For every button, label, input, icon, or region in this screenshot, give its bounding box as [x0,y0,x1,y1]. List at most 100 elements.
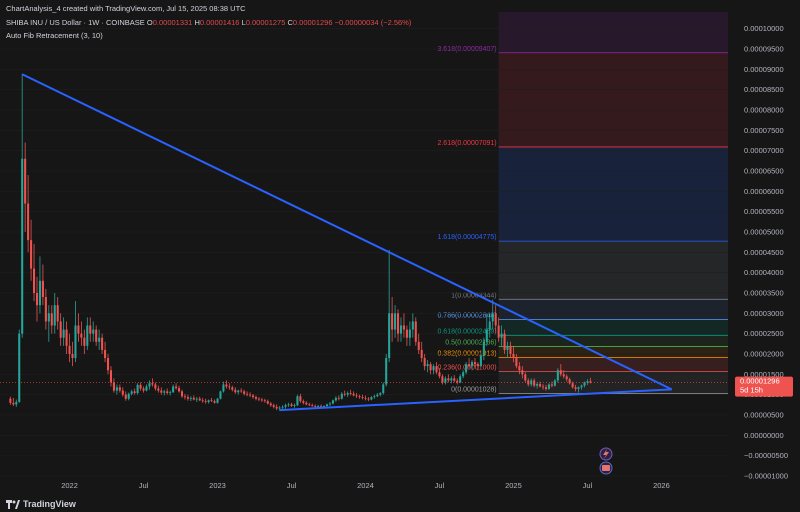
candle-body [473,362,477,365]
candle-body [148,383,151,387]
candle-body [249,394,252,396]
candle-body [121,390,124,395]
candle-body [35,292,39,306]
candle-body [68,345,71,354]
candle-body [9,398,12,403]
price-tick: 0.00006500 [744,166,784,175]
candle-body [308,404,311,406]
candle-body [453,378,456,381]
candle-body [317,406,320,407]
candle-body [160,390,163,393]
price-tick: 0.00005500 [744,207,784,216]
candle-body [346,393,349,395]
candle-body [337,397,340,399]
candle-body [539,384,542,387]
candle-body [553,380,556,386]
candle-body [109,370,113,383]
price-tick: 0.00008500 [744,85,784,94]
candle-body [482,341,485,357]
candle-body [92,329,95,334]
candle-body [323,406,326,407]
price-tick: 0.00005000 [744,227,784,236]
last-price-tag: 0.00001296 5d 15h [735,376,793,397]
lightning-glyph [603,449,609,459]
candle-body [118,387,121,391]
author-line: ChartAnalysis_4 created with TradingView… [6,4,246,13]
candle-body [565,376,568,380]
side-icons[interactable] [599,447,613,475]
price-tick: 0.00004000 [744,268,784,277]
candle-body [432,366,435,371]
candle-body [411,321,414,330]
trendline-descending[interactable] [21,73,673,391]
tradingview-footer[interactable]: TradingView [6,499,76,509]
candle-body [542,386,545,388]
candle-body [391,313,394,330]
trendline-ascending[interactable] [279,388,672,412]
candle-body [311,405,314,407]
candle-body [27,203,30,241]
candle-body [50,313,53,326]
candle-body [571,383,574,388]
fib-zone-0.236 [498,357,728,372]
candle-body [559,370,562,375]
candle-body [485,329,488,342]
fib-retracement: 0(0.00001028)0.236(0.00001000)0.382(0.00… [437,12,728,394]
candle-body [405,329,408,338]
candle-body [251,395,255,398]
countdown-label: 5d 15h [740,386,763,395]
candle-body [136,384,139,394]
candle-body [263,400,266,402]
candle-body [373,396,376,398]
candle-body [189,397,192,399]
candle-body [468,364,471,367]
fib-zone-1 [498,241,728,300]
candle-body [104,349,107,359]
candle-body [74,325,77,359]
candle-body [56,305,59,322]
symbol-name[interactable]: SHIBA INU / US Dollar · 1W · COINBASE [6,18,145,27]
candle-body [361,397,364,398]
candle-body [266,401,269,404]
grid [0,28,728,477]
close-value: 0.00001296 [292,18,333,27]
fib-label-0.618: 0.618(0.00002459) [437,328,496,335]
candle-body [470,362,474,367]
candle-body [62,329,65,338]
candle-body [112,382,115,391]
candle-body [269,403,272,406]
candle-body [207,400,210,402]
candle-body [210,400,213,402]
price-tick: 0.00010000 [744,24,784,33]
candle-body [325,404,329,407]
price-tick: 0.00009500 [744,45,784,54]
candle-body [349,393,352,394]
candle-body [142,388,145,391]
price-tick: 0.00003500 [744,288,784,297]
candle-body [328,403,332,405]
candle-body [465,364,468,373]
candle-body [364,397,367,399]
candle-body [509,345,512,354]
candle-body [574,387,577,389]
candle-body [462,372,465,377]
candle-body [580,385,583,388]
candle-body [290,404,293,407]
price-tick: 0.00000500 [744,410,784,419]
candle-body [106,358,110,371]
indicator-legend[interactable]: Auto Fib Retracement (3, 10) [6,31,103,40]
candle-body [512,353,515,359]
candle-body [426,364,429,367]
candle-body [216,398,219,403]
candle-body [24,158,27,204]
candle-body [544,387,548,389]
candle-body [186,397,189,399]
symbol-line: SHIBA INU / US Dollar · 1W · COINBASE O0… [6,18,411,27]
candle-body [145,386,148,391]
candle-body [355,395,358,397]
candle-body [71,353,74,359]
candle-body [246,393,249,395]
candle-body [133,391,136,394]
candle-body [435,366,438,373]
